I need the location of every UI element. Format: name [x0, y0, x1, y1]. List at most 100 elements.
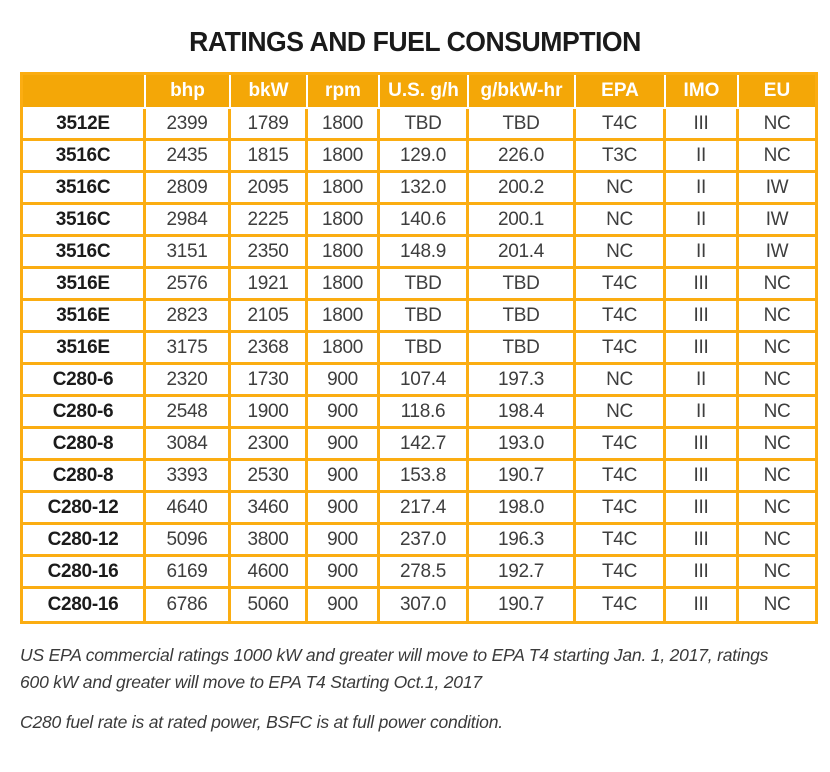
value-cell: 1921 — [231, 269, 308, 301]
value-cell: TBD — [469, 109, 576, 141]
value-cell: III — [666, 269, 739, 301]
column-header-u-s-g-h: U.S. g/h — [380, 75, 469, 109]
value-cell: 4640 — [146, 493, 231, 525]
footnotes: US EPA commercial ratings 1000 kW and gr… — [20, 642, 800, 736]
value-cell: III — [666, 109, 739, 141]
value-cell: 118.6 — [380, 397, 469, 429]
value-cell: 190.7 — [469, 589, 576, 621]
model-cell: C280-8 — [23, 461, 146, 493]
model-cell: C280-6 — [23, 365, 146, 397]
value-cell: 2984 — [146, 205, 231, 237]
value-cell: 129.0 — [380, 141, 469, 173]
value-cell: 1800 — [308, 333, 380, 365]
value-cell: III — [666, 525, 739, 557]
value-cell: NC — [576, 397, 666, 429]
footnote-epa-ratings: US EPA commercial ratings 1000 kW and gr… — [20, 645, 769, 693]
value-cell: NC — [739, 333, 815, 365]
value-cell: III — [666, 429, 739, 461]
value-cell: 1800 — [308, 205, 380, 237]
value-cell: II — [666, 365, 739, 397]
value-cell: TBD — [380, 333, 469, 365]
value-cell: T4C — [576, 493, 666, 525]
value-cell: III — [666, 557, 739, 589]
value-cell: IW — [739, 173, 815, 205]
value-cell: 900 — [308, 525, 380, 557]
value-cell: TBD — [380, 269, 469, 301]
table-row: 3516E 2823 2105 1800 TBD TBD T4C III NC — [23, 301, 815, 333]
value-cell: 2530 — [231, 461, 308, 493]
value-cell: 900 — [308, 429, 380, 461]
value-cell: 1800 — [308, 141, 380, 173]
value-cell: 5096 — [146, 525, 231, 557]
value-cell: 1815 — [231, 141, 308, 173]
value-cell: 217.4 — [380, 493, 469, 525]
value-cell: NC — [576, 205, 666, 237]
value-cell: NC — [739, 557, 815, 589]
value-cell: NC — [739, 525, 815, 557]
value-cell: NC — [739, 365, 815, 397]
value-cell: 1730 — [231, 365, 308, 397]
table-row: C280-8 3393 2530 900 153.8 190.7 T4C III NC — [23, 461, 815, 493]
value-cell: 6169 — [146, 557, 231, 589]
value-cell: T4C — [576, 269, 666, 301]
value-cell: NC — [739, 493, 815, 525]
value-cell: 307.0 — [380, 589, 469, 621]
table-row: 3516E 3175 2368 1800 TBD TBD T4C III NC — [23, 333, 815, 365]
column-header-model — [23, 75, 146, 109]
value-cell: 193.0 — [469, 429, 576, 461]
value-cell: 1900 — [231, 397, 308, 429]
value-cell: 198.4 — [469, 397, 576, 429]
column-header-g-bkw-hr: g/bkW-hr — [469, 75, 576, 109]
table-row: 3516C 2809 2095 1800 132.0 200.2 NC II IW — [23, 173, 815, 205]
value-cell: 142.7 — [380, 429, 469, 461]
value-cell: II — [666, 237, 739, 269]
value-cell: NC — [739, 461, 815, 493]
value-cell: 2823 — [146, 301, 231, 333]
value-cell: 3393 — [146, 461, 231, 493]
value-cell: 900 — [308, 397, 380, 429]
table-row: 3512E 2399 1789 1800 TBD TBD T4C III NC — [23, 109, 815, 141]
column-header-rpm: rpm — [308, 75, 380, 109]
value-cell: 6786 — [146, 589, 231, 621]
value-cell: 198.0 — [469, 493, 576, 525]
model-cell: 3516E — [23, 333, 146, 365]
model-cell: 3516C — [23, 173, 146, 205]
value-cell: NC — [576, 237, 666, 269]
table-row: C280-6 2320 1730 900 107.4 197.3 NC II NC — [23, 365, 815, 397]
table-header: bhp bkW rpm U.S. g/h g/bkW-hr EPA IMO EU — [23, 75, 815, 109]
model-cell: C280-16 — [23, 589, 146, 621]
value-cell: NC — [739, 429, 815, 461]
value-cell: 132.0 — [380, 173, 469, 205]
value-cell: 3460 — [231, 493, 308, 525]
value-cell: 3175 — [146, 333, 231, 365]
value-cell: 190.7 — [469, 461, 576, 493]
model-cell: 3512E — [23, 109, 146, 141]
table-body: 3512E 2399 1789 1800 TBD TBD T4C III NC 3516C 2435… — [23, 109, 815, 621]
table-header-row: bhp bkW rpm U.S. g/h g/bkW-hr EPA IMO EU — [23, 75, 815, 109]
column-header-bhp: bhp — [146, 75, 231, 109]
model-cell: C280-6 — [23, 397, 146, 429]
footnote-c280-fuel-rate: C280 fuel rate is at rated power, BSFC i… — [20, 712, 503, 733]
value-cell: 2225 — [231, 205, 308, 237]
value-cell: IW — [739, 205, 815, 237]
value-cell: III — [666, 589, 739, 621]
value-cell: 2548 — [146, 397, 231, 429]
value-cell: 1800 — [308, 237, 380, 269]
value-cell: NC — [739, 589, 815, 621]
value-cell: NC — [739, 141, 815, 173]
value-cell: T4C — [576, 461, 666, 493]
model-cell: C280-8 — [23, 429, 146, 461]
value-cell: NC — [739, 301, 815, 333]
table-row: C280-12 5096 3800 900 237.0 196.3 T4C III NC — [23, 525, 815, 557]
table-row: C280-16 6169 4600 900 278.5 192.7 T4C III NC — [23, 557, 815, 589]
value-cell: 3084 — [146, 429, 231, 461]
ratings-table: bhp bkW rpm U.S. g/h g/bkW-hr EPA IMO EU 3512E 2… — [20, 72, 818, 624]
value-cell: NC — [576, 173, 666, 205]
value-cell: 1800 — [308, 109, 380, 141]
value-cell: 2435 — [146, 141, 231, 173]
value-cell: 1789 — [231, 109, 308, 141]
value-cell: 2576 — [146, 269, 231, 301]
value-cell: 2320 — [146, 365, 231, 397]
value-cell: 278.5 — [380, 557, 469, 589]
value-cell: TBD — [469, 269, 576, 301]
